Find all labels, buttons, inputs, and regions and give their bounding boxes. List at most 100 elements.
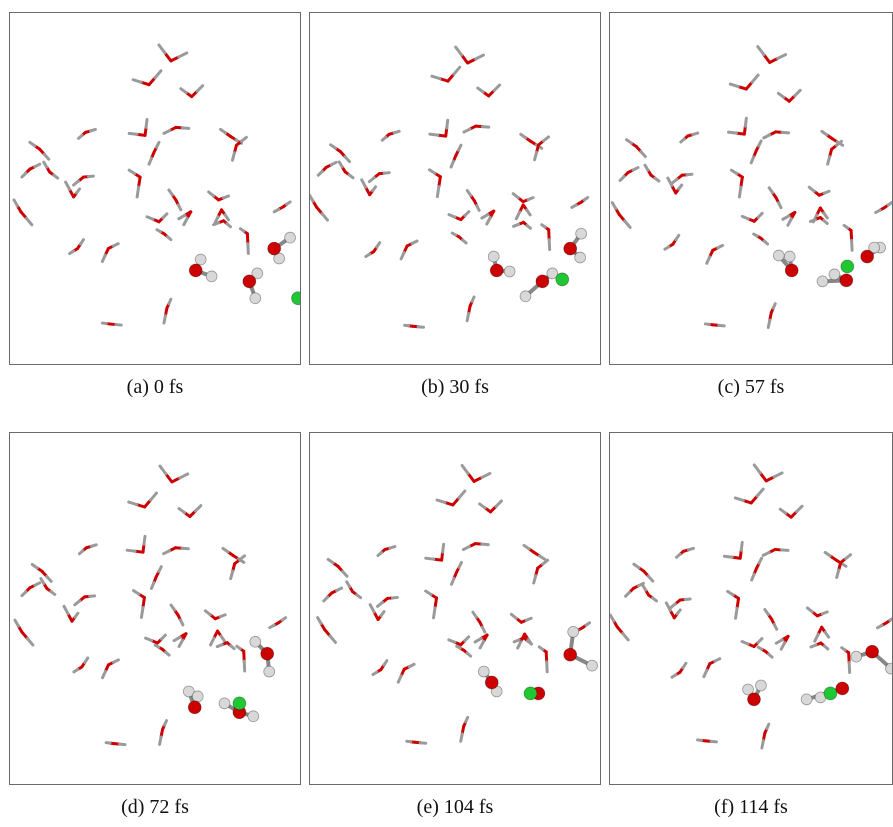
water-molecule — [158, 464, 190, 484]
oh-bond-h-half — [826, 155, 832, 166]
oh-bond-h-half — [808, 218, 817, 223]
oh-bond-h-half — [162, 314, 167, 325]
water-molecule — [127, 117, 149, 137]
hydrogen-atom — [205, 270, 218, 283]
water-molecule — [760, 722, 771, 750]
oh-bond-h-half — [435, 498, 447, 504]
water-molecule — [459, 715, 470, 743]
oh-bond-h-half — [345, 580, 352, 589]
oh-bond-h-half — [663, 245, 671, 251]
oh-bond-h-half — [45, 574, 53, 583]
water-molecule — [424, 542, 446, 562]
oh-bond-h-half — [795, 504, 804, 514]
oh-bond-h-half — [153, 69, 163, 80]
oh-bond-h-half — [624, 590, 632, 598]
water-molecule — [740, 211, 764, 223]
hydrogen-atom — [247, 710, 260, 723]
oh-bond-h-half — [570, 203, 578, 209]
oh-bond-h-half — [142, 534, 147, 546]
water-molecule — [537, 645, 549, 674]
oh-bond-h-half — [540, 223, 547, 229]
oh-bond-h-half — [809, 643, 818, 649]
oh-bond-h-half — [238, 554, 247, 562]
oh-bond-h-half — [337, 160, 344, 169]
water-molecule — [808, 216, 829, 225]
oh-bond-h-half — [610, 201, 618, 211]
water-molecule — [509, 612, 533, 624]
water-molecule — [447, 635, 471, 647]
oh-bond-h-half — [169, 603, 176, 612]
water-molecule — [20, 162, 42, 179]
oh-bond-h-half — [212, 221, 221, 227]
oh-bond-h-half — [207, 190, 216, 198]
oh-bond-h-half — [347, 173, 355, 180]
oh-bond-o-half — [739, 175, 744, 189]
water-molecule — [380, 129, 401, 142]
oh-bond-h-half — [774, 638, 784, 645]
chlorine-atom — [840, 259, 855, 274]
oxygen-atom — [563, 647, 578, 662]
oh-bond-h-half — [474, 53, 485, 61]
water-molecule — [157, 43, 189, 63]
oh-bond-h-half — [424, 556, 436, 561]
water-molecule — [781, 210, 797, 227]
oxygen-atom — [860, 249, 875, 264]
water-molecule — [465, 295, 476, 323]
oh-bond-h-half — [430, 74, 442, 81]
water-molecule — [809, 641, 830, 651]
water-molecule — [610, 613, 630, 642]
oh-bond-h-half — [449, 159, 456, 169]
oh-bond-h-half — [686, 546, 695, 552]
water-molecule — [749, 139, 763, 165]
water-molecule — [462, 124, 491, 134]
water-molecule — [238, 227, 250, 256]
oh-bond-h-half — [177, 213, 187, 221]
oh-bond-h-half — [77, 549, 85, 556]
oh-bond-h-half — [462, 127, 472, 134]
oh-bond-h-half — [737, 185, 743, 199]
panel-caption-c: (c) 57 fs — [717, 376, 785, 398]
snapshot-panel-e — [309, 432, 601, 785]
water-molecule — [447, 210, 471, 222]
water-molecule — [454, 45, 485, 65]
water-molecule — [209, 629, 226, 647]
water-molecule — [337, 160, 355, 180]
oh-bond-h-half — [280, 616, 288, 622]
oh-bond-h-half — [779, 641, 787, 651]
oh-bond-h-half — [285, 200, 292, 206]
water-molecule — [172, 632, 188, 649]
oh-bond-h-half — [525, 223, 532, 230]
oh-bond-h-half — [68, 249, 76, 256]
oh-bond-o-half — [433, 596, 439, 610]
water-molecule — [326, 557, 349, 578]
oh-bond-h-half — [25, 637, 35, 647]
water-molecule — [874, 201, 892, 214]
oh-bond-h-half — [167, 297, 173, 306]
oh-bond-o-half — [460, 53, 470, 65]
oh-bond-h-half — [322, 595, 330, 603]
oh-bond-h-half — [178, 618, 185, 627]
oh-bond-h-half — [582, 196, 590, 202]
panel-caption-d: (d) 72 fs — [121, 796, 189, 818]
oh-bond-h-half — [392, 129, 401, 135]
hydrogen-atom — [755, 679, 767, 692]
oh-bond-h-half — [127, 168, 137, 176]
water-molecule — [532, 558, 550, 585]
oh-bond-h-half — [229, 569, 235, 581]
water-molecule — [522, 543, 547, 561]
oh-bond-h-half — [375, 241, 382, 249]
oh-bond-h-half — [610, 613, 616, 623]
oh-bond-h-half — [471, 610, 478, 619]
oh-bond-h-half — [835, 568, 841, 579]
oh-bond-h-half — [820, 129, 829, 137]
water-molecule — [167, 188, 183, 212]
oh-bond-h-half — [664, 601, 672, 612]
oh-bond-h-half — [716, 243, 725, 250]
oh-bond-h-half — [132, 589, 141, 596]
water-molecule — [728, 73, 760, 91]
oh-bond-h-half — [268, 623, 276, 630]
oxygen-atom — [535, 274, 550, 289]
oh-bond-h-half — [73, 599, 82, 607]
oh-bond-h-half — [757, 556, 764, 565]
oh-bond-h-half — [219, 127, 228, 135]
